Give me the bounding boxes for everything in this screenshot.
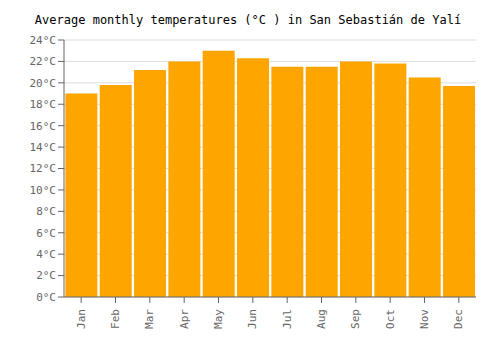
svg-text:Oct: Oct bbox=[384, 309, 397, 329]
svg-text:Jul: Jul bbox=[281, 309, 294, 329]
svg-text:0°C: 0°C bbox=[36, 291, 56, 304]
svg-text:24°C: 24°C bbox=[30, 34, 57, 47]
svg-text:Sep: Sep bbox=[349, 309, 362, 329]
svg-text:22°C: 22°C bbox=[30, 55, 57, 68]
svg-text:Dec: Dec bbox=[452, 309, 465, 329]
svg-text:18°C: 18°C bbox=[30, 98, 57, 111]
svg-text:Feb: Feb bbox=[109, 309, 122, 329]
svg-text:Aug: Aug bbox=[315, 309, 328, 329]
svg-text:Jun: Jun bbox=[246, 309, 259, 329]
svg-text:4°C: 4°C bbox=[36, 248, 56, 261]
svg-text:14°C: 14°C bbox=[30, 141, 57, 154]
svg-text:6°C: 6°C bbox=[36, 227, 56, 240]
svg-text:10°C: 10°C bbox=[30, 184, 57, 197]
svg-text:Apr: Apr bbox=[178, 309, 191, 329]
svg-text:12°C: 12°C bbox=[30, 162, 57, 175]
svg-text:Nov: Nov bbox=[418, 309, 431, 329]
html-text:Average monthly temperatures (: Average monthly temperatures (°C ) in Sa… bbox=[34, 13, 462, 27]
svg-text:Jan: Jan bbox=[75, 309, 88, 329]
svg-text:May: May bbox=[212, 309, 225, 329]
svg-text:Mar: Mar bbox=[143, 309, 156, 329]
svg-text:16°C: 16°C bbox=[30, 120, 57, 133]
svg-text:8°C: 8°C bbox=[36, 205, 56, 218]
svg-text:20°C: 20°C bbox=[30, 77, 57, 90]
svg-text:2°C: 2°C bbox=[36, 269, 56, 282]
